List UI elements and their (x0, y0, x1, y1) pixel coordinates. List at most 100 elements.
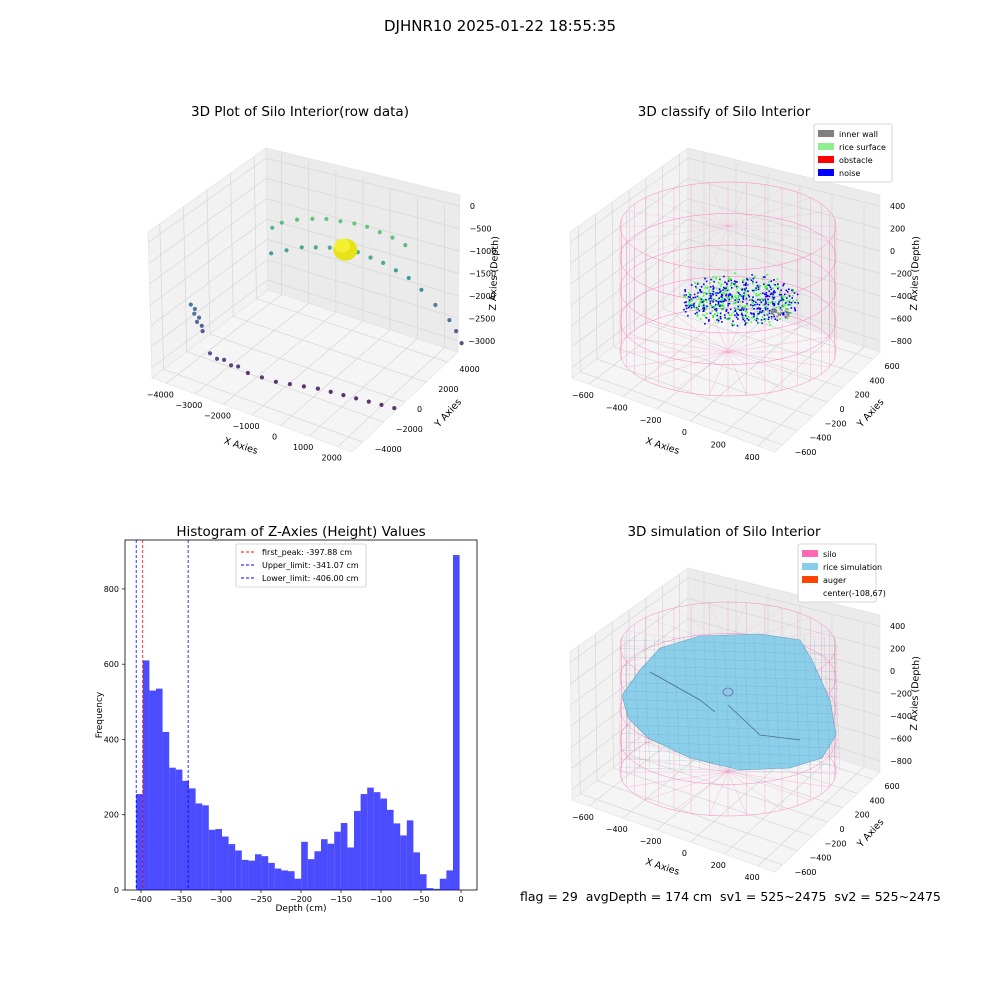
classified-point (771, 292, 773, 295)
classified-point (701, 305, 703, 307)
classified-point (736, 281, 738, 283)
classified-point (755, 288, 757, 290)
surface-mesh-line (763, 635, 771, 771)
classified-point (750, 279, 753, 281)
classified-point (757, 322, 760, 324)
classified-point (743, 317, 745, 320)
classified-point (717, 303, 720, 305)
z-tick-label: −500 (470, 225, 492, 234)
classified-point (772, 291, 775, 294)
classified-point (720, 317, 722, 320)
data-point (338, 219, 343, 224)
classified-point (769, 324, 771, 326)
classified-point (742, 318, 745, 321)
classified-point (739, 304, 741, 307)
classified-point (773, 283, 775, 285)
y-tick-label: 400 (870, 376, 885, 385)
classified-point (782, 297, 784, 299)
classified-point (760, 301, 762, 304)
classified-point (735, 309, 738, 312)
y-tick-label: 200 (104, 811, 119, 820)
classified-point (715, 310, 718, 312)
classified-point (719, 313, 722, 316)
silo-wireframe-spoke (626, 210, 729, 227)
classified-point (732, 302, 735, 305)
silo-wireframe-spoke (727, 351, 811, 381)
classified-point (786, 301, 788, 303)
classified-point (704, 286, 707, 289)
classified-point (745, 284, 747, 287)
z-tick-label: −800 (890, 337, 912, 346)
classified-point (736, 287, 738, 290)
surface-mesh-line (653, 635, 661, 771)
classified-point (698, 304, 700, 307)
data-point (393, 268, 398, 273)
classified-point (780, 309, 783, 311)
x-tick-label: 400 (744, 873, 759, 882)
grid-z-cls (571, 259, 881, 347)
x-tick-label: 400 (744, 453, 759, 462)
classified-point (777, 305, 780, 308)
classified-point (691, 299, 693, 302)
classified-point (797, 302, 799, 304)
classified-point (759, 299, 761, 301)
surface-mesh-line (793, 635, 801, 771)
classified-point (748, 295, 751, 298)
classified-point (718, 282, 720, 284)
classified-point (781, 295, 784, 298)
classified-point (719, 304, 722, 307)
classified-point (735, 285, 738, 288)
x-tick-label: −400 (606, 825, 628, 834)
classified-point (728, 289, 730, 291)
silo-wireframe-spoke (727, 351, 783, 391)
classified-point (723, 275, 725, 278)
classified-point (724, 281, 726, 283)
classified-point (729, 293, 731, 295)
classified-point (720, 305, 723, 308)
grid-z-cls (569, 157, 881, 243)
classified-point (786, 304, 789, 306)
classified-point (769, 286, 772, 288)
classified-point (723, 286, 725, 289)
classified-point (742, 296, 744, 298)
y-tick-label: −4000 (375, 445, 402, 454)
surface-mesh-line (619, 767, 839, 774)
grid-y-cls (578, 225, 783, 446)
classified-point (705, 307, 707, 309)
grid-z-cls (570, 198, 881, 285)
classified-point (787, 313, 790, 315)
classified-point (705, 317, 708, 319)
data-point (354, 396, 359, 401)
histogram-bar (393, 823, 401, 890)
classified-point (796, 299, 798, 301)
y-tick-label: −400 (810, 854, 832, 863)
silo-wireframe-spoke (673, 225, 729, 265)
classified-point (712, 285, 714, 288)
classified-point (758, 284, 760, 287)
classified-point (697, 281, 699, 284)
classified-point (703, 310, 705, 312)
histogram-bar (175, 769, 183, 890)
classified-point (703, 298, 706, 301)
data-point (365, 224, 370, 229)
classified-point (700, 298, 703, 300)
x-tick-label: 2000 (322, 454, 342, 463)
classified-point (790, 304, 792, 306)
silo-wireframe-spoke (727, 225, 830, 242)
surface-mesh-line (619, 690, 839, 698)
classified-point (744, 322, 747, 324)
classified-point (719, 291, 721, 294)
classified-point (682, 295, 685, 297)
data-point (299, 245, 304, 250)
classified-point (742, 298, 745, 300)
classified-point (709, 292, 712, 295)
classified-point (712, 315, 714, 317)
classified-point (709, 286, 712, 288)
classified-point (687, 306, 690, 309)
histogram-bar (413, 852, 420, 890)
surface-mesh-line (619, 639, 839, 647)
classified-point (758, 294, 760, 296)
classified-point (792, 294, 794, 297)
classified-point (721, 298, 724, 300)
classified-point (784, 302, 787, 304)
